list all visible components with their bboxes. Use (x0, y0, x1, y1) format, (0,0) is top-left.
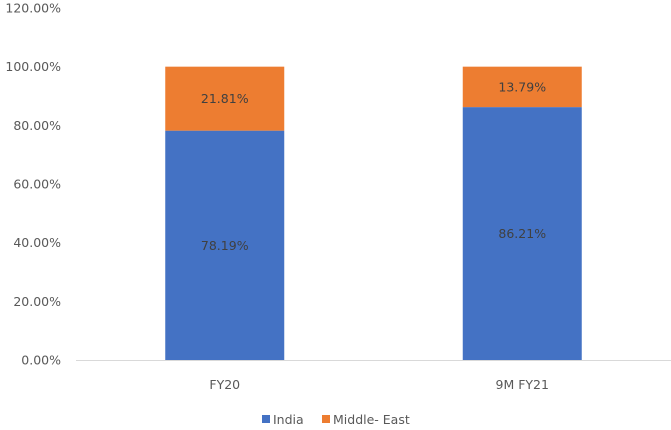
category-label: 9M FY21 (496, 377, 549, 392)
legend-label: India (273, 412, 304, 427)
data-label: 21.81% (201, 91, 249, 106)
data-label: 78.19% (201, 238, 249, 253)
legend-swatch (322, 415, 330, 423)
y-tick-label: 100.00% (5, 59, 61, 74)
category-labels: FY20 9M FY21 (209, 377, 549, 392)
category-label: FY20 (209, 377, 240, 392)
y-axis-tick-labels: 0.00% 20.00% 40.00% 60.00% 80.00% 100.00% 120.… (5, 1, 61, 368)
y-tick-label: 20.00% (13, 294, 61, 309)
y-tick-label: 120.00% (5, 1, 61, 16)
legend-label: Middle- East (333, 412, 410, 427)
y-tick-label: 80.00% (13, 118, 61, 133)
y-tick-label: 40.00% (13, 235, 61, 250)
bar-segment-india (462, 107, 582, 360)
bar-segment-middle-east (165, 66, 285, 131)
data-labels-group: 78.19% 21.81% 86.21% 13.79% (201, 79, 546, 252)
y-tick-label: 0.00% (21, 353, 61, 368)
bar-segment-middle-east (462, 66, 582, 108)
bars-group (165, 66, 582, 360)
data-label: 13.79% (498, 79, 546, 94)
y-tick-label: 60.00% (13, 177, 61, 192)
legend: India Middle- East (262, 412, 410, 427)
legend-swatch (262, 415, 270, 423)
bar-segment-india (165, 130, 285, 360)
data-label: 86.21% (498, 226, 546, 241)
